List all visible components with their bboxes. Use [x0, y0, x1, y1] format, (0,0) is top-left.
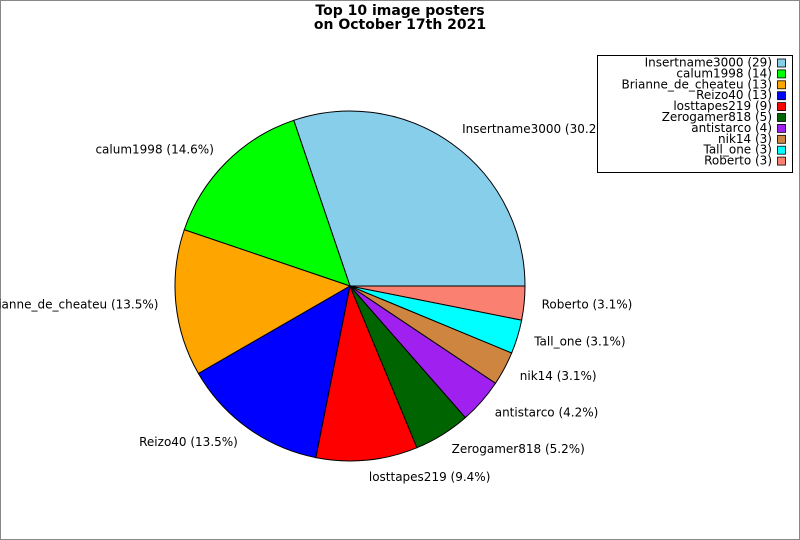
legend-swatch — [777, 102, 786, 111]
chart-subtitle: on October 17th 2021 — [314, 17, 486, 33]
legend-label: nik14 (3) — [718, 132, 772, 146]
legend-swatch — [777, 134, 786, 144]
slice-label: Insertname3000 (30.2%) — [462, 122, 612, 136]
pie-slice — [293, 110, 526, 287]
legend-label: Brianne_de_cheateu (13) — [621, 77, 772, 91]
legend-swatch — [777, 124, 786, 133]
slice-label: calum1998 (14.6%) — [95, 142, 213, 156]
slice-label: nik14 (3.1%) — [520, 369, 597, 383]
legend-label: antistarco (4) — [691, 121, 772, 135]
legend-swatch — [777, 91, 786, 101]
legend-swatch — [777, 145, 786, 155]
slice-label: antistarco (4.2%) — [495, 405, 599, 419]
slice-label: Brianne_de_cheateu (13.5%) — [0, 297, 158, 311]
pie-slice — [174, 229, 352, 375]
legend-swatch — [777, 156, 786, 166]
legend-label: Roberto (3) — [704, 154, 772, 168]
slice-label: Zerogamer818 (5.2%) — [452, 442, 585, 456]
legend-label: Tall_one (3) — [702, 143, 772, 157]
pie-slice — [349, 285, 526, 321]
legend-swatch — [777, 80, 786, 90]
legend-swatch — [777, 69, 786, 79]
legend-label: Reizo40 (13) — [696, 88, 772, 102]
legend-label: calum1998 (14) — [676, 66, 772, 80]
pie-slice — [315, 284, 418, 462]
pie-slice — [197, 285, 351, 459]
legend-label: Insertname3000 (29) — [645, 56, 772, 70]
slice-label: losttapes219 (9.4%) — [369, 470, 491, 484]
legend-box — [597, 55, 793, 173]
legend-label: Zerogamer818 (5) — [662, 110, 772, 124]
legend-swatch — [777, 58, 786, 68]
legend-label: losttapes219 (9) — [673, 99, 772, 113]
slice-label: Roberto (3.1%) — [542, 297, 633, 311]
slice-label: Reizo40 (13.5%) — [139, 435, 238, 449]
legend-swatch — [777, 113, 786, 122]
chart-title: Top 10 image posters — [315, 3, 484, 19]
slice-label: Tall_one (3.1%) — [533, 334, 625, 348]
pie-slice — [183, 119, 351, 287]
